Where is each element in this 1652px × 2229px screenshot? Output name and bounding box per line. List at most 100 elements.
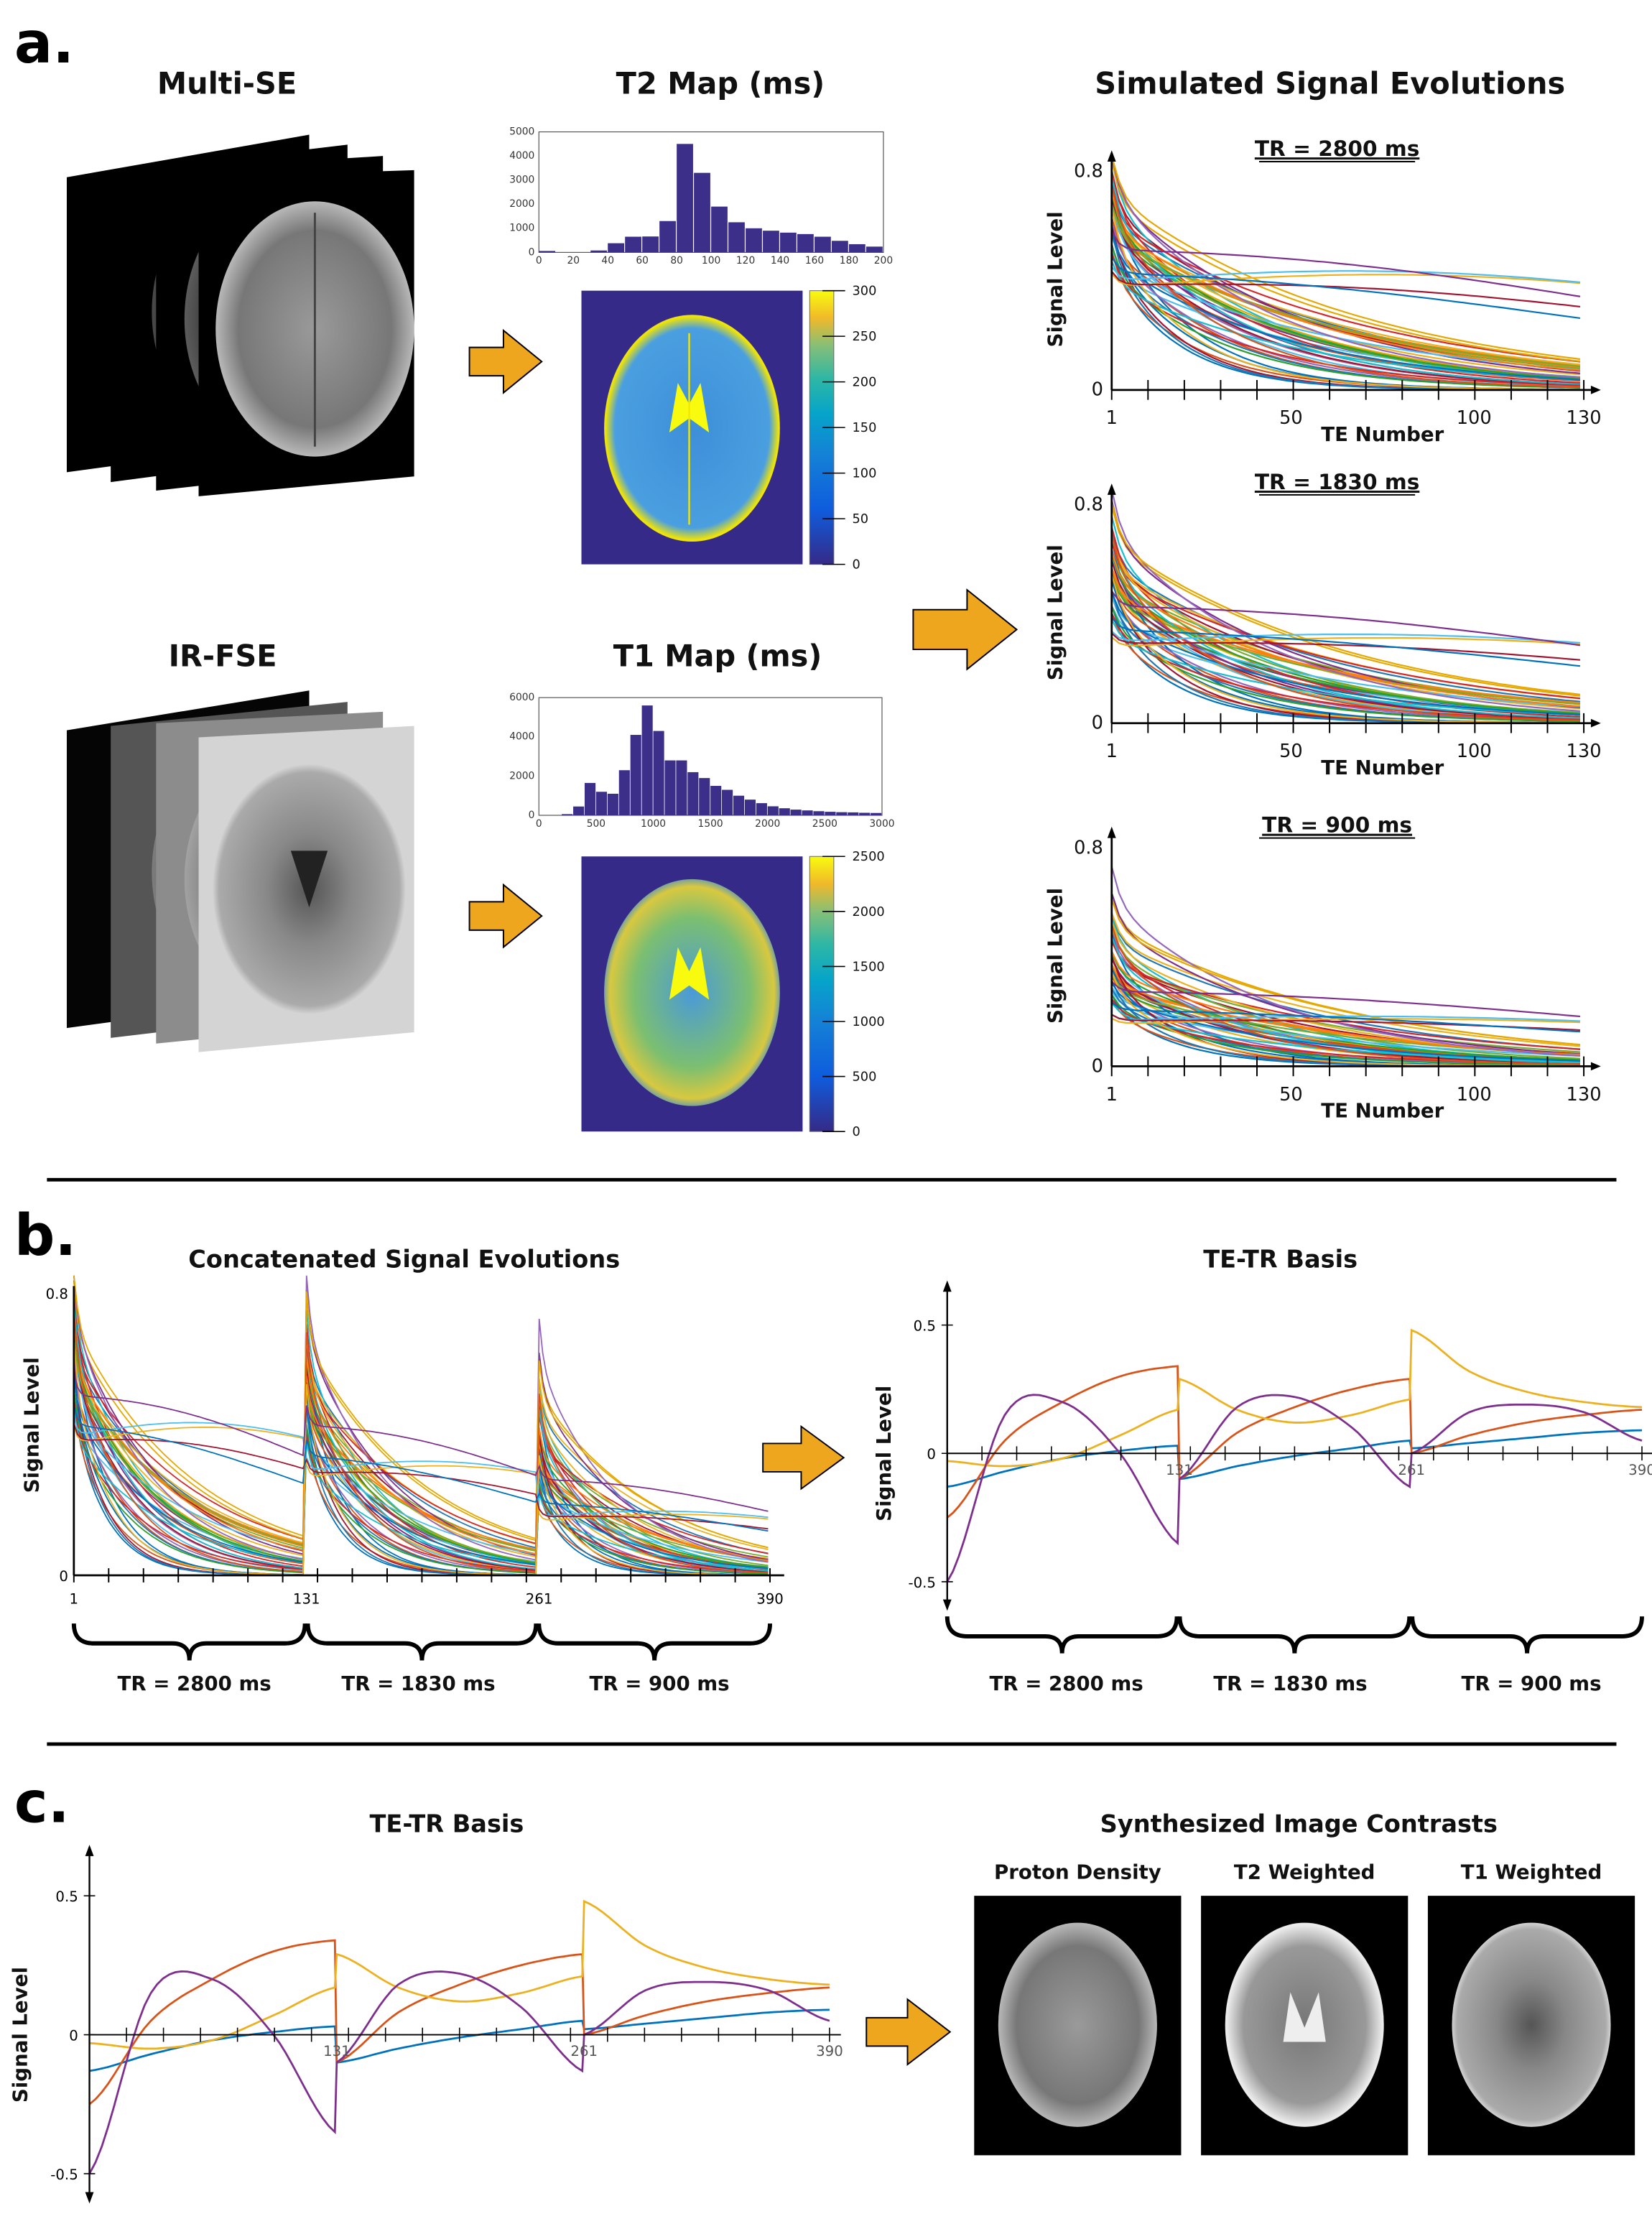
t1-map-title: T1 Map (ms) [613,639,822,674]
histogram-bar [625,236,641,253]
curly-brace [1410,1616,1644,1654]
signal-curve [1110,596,1581,708]
colorbar-label: 2500 [853,850,885,864]
x-tick-label: 1 [1106,407,1118,429]
x-tick-label: 2500 [812,818,837,830]
basis-plot-b: 131 261 390 0.5 0 -0.5 Signal Level TR = 2800 m… [872,1280,1652,1695]
histogram-bar [539,251,556,253]
histogram-bar [618,770,630,816]
signal-curve [1110,183,1581,363]
tr-label: TR = 900 ms [1462,1672,1602,1695]
signal-plot-2800: 1 50 100 130 0.8 0 TE Number Signal Level TR = 2… [1044,136,1602,446]
concatenated-signal-plot: 1 131 261 390 0.8 0 Signal Level TR = 2800 ms TR… [19,1275,784,1695]
signal-curve [1110,534,1580,722]
basis-curve-basis-3 [947,1328,1643,1468]
histogram-bar [664,760,676,816]
histogram-bar [722,789,733,816]
tr-label: TR = 1830 ms [341,1672,495,1695]
histogram-bar [676,760,687,816]
signal-curve [1110,527,1580,718]
t1-map-image [581,856,803,1132]
mri-slice [198,726,414,1052]
histogram-bar [607,793,618,816]
t2-histogram: 0 20 40 60 80 100 120 140 160 180 2000100020003000… [509,126,893,267]
x-axis-label: TE Number [1321,756,1444,779]
signal-curve [73,1312,769,1574]
t1-weighted-image [1427,1896,1635,2156]
arrow-right-icon [762,1424,845,1491]
x-tick-label: 140 [771,255,789,267]
x-tick-label: 200 [874,255,893,267]
colorbar-label: 50 [853,512,869,527]
y-tick-label: 0 [69,2027,78,2044]
signal-curve [73,1378,769,1563]
colorbar-label: 300 [853,284,877,299]
signal-curve [1110,617,1581,667]
t1-histogram: 0 500 1000 1500 2000 2500 3000 0 2000 4000 6000 [509,692,894,830]
x-axis-arrow-icon [1590,385,1601,394]
basis-title-c: TE-TR Basis [370,1809,524,1838]
signal-curve [1110,245,1580,389]
colorbar-label: 1500 [853,960,885,974]
x-tick-label: 0 [536,255,542,267]
histogram-bar [728,222,745,253]
signal-curve [1110,505,1581,697]
y-tick-label: -0.5 [50,2167,78,2183]
plot-title: TR = 2800 ms [1255,136,1419,161]
x-axis-label: TE Number [1321,422,1444,446]
signal-curve [1110,156,1581,361]
histogram-bar [779,808,790,816]
tr-label: TR = 900 ms [590,1672,730,1695]
signal-curve [73,1317,769,1576]
x-tick-label: 20 [567,255,580,267]
basis-curve-basis-4 [946,1394,1643,1582]
y-min-label: 0 [1092,713,1103,734]
y-tick-label: 0.5 [914,1318,936,1335]
synth-title: Synthesized Image Contrasts [1100,1809,1498,1838]
histogram-bar [694,172,710,253]
x-tick-label: 50 [1279,741,1303,762]
signal-curve [1110,899,1581,1046]
tr-label: TR = 1830 ms [1213,1672,1367,1695]
y-tick-label: 1000 [509,223,534,234]
histogram-bar [573,806,585,816]
signal-curve [73,1400,769,1573]
signal-curve [73,1371,769,1512]
y-axis-arrow-up-icon [942,1280,952,1292]
signal-curve [1110,613,1580,720]
curly-brace [945,1616,1179,1654]
colorbar-label: 1000 [853,1015,885,1029]
arrow-right-icon [866,1998,952,2067]
signal-curve [73,1405,769,1532]
y-axis-arrow-down-icon [942,1599,952,1611]
signal-curve [73,1372,769,1576]
y-min-label: 0 [1092,1055,1103,1077]
histogram-bar [584,782,596,816]
colorbar-label: 0 [853,1125,860,1139]
signal-curve [1110,156,1581,379]
t1-colorbar [809,856,835,1132]
y-axis-label: Signal Level [1044,888,1067,1024]
y-tick-label: 4000 [509,731,534,743]
y-tick-label: 5000 [509,126,534,138]
histogram-bar [590,250,608,253]
histogram-bar [763,231,779,253]
signal-curve [1110,619,1580,716]
y-axis-label: Signal Level [1044,211,1067,347]
t2-weighted-image [1201,1896,1409,2156]
signal-curve [1110,273,1581,286]
signal-curve [1110,231,1581,297]
colorbar-label: 500 [853,1070,877,1085]
signal-curve [1110,542,1581,700]
basis-curve-basis-3 [89,1899,830,2050]
histogram-bar [825,812,836,816]
y-tick-label: 6000 [509,692,534,703]
signal-curve [1110,1002,1580,1062]
signal-curve [73,1342,769,1576]
histogram-bar [630,735,641,816]
x-tick-label: 130 [1567,741,1602,762]
y-tick-label: 3000 [509,175,534,186]
mri-slice [198,170,414,496]
y-max-label: 0.8 [46,1286,68,1302]
